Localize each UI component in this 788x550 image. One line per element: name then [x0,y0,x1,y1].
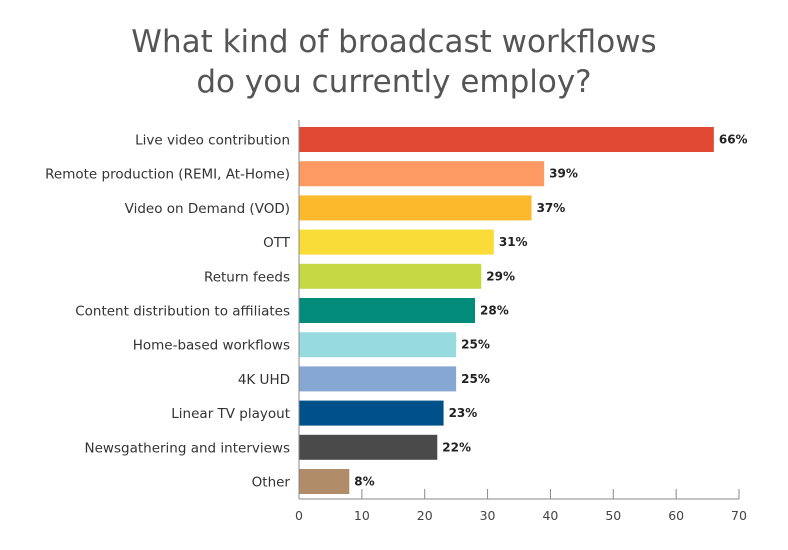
data-label: 28% [480,304,509,318]
data-label: 37% [537,201,566,215]
bar [299,161,545,187]
data-label: 23% [449,406,478,420]
x-tick-label: 60 [668,508,684,523]
data-label: 31% [499,235,528,249]
category-label: 4K UHD [238,372,290,388]
category-label: Other [252,475,291,491]
bar [299,229,494,255]
category-label: Content distribution to affiliates [75,304,290,320]
category-label: Return feeds [204,269,290,285]
x-tick-label: 50 [605,508,621,523]
category-label: Live video contribution [135,133,290,149]
data-label: 8% [354,475,374,489]
x-tick-label: 70 [731,508,747,523]
bar [299,469,350,494]
data-label: 25% [461,372,490,386]
title-line-2: do you currently employ? [196,64,592,100]
chart-title: What kind of broadcast workflows do you … [0,22,788,102]
category-label: Newsgathering and interviews [85,440,290,456]
bar [299,298,475,323]
bar [299,366,457,392]
category-label: Video on Demand (VOD) [125,201,290,217]
bar [299,263,482,289]
data-label: 29% [486,269,515,283]
bar [299,332,457,358]
category-label: Home-based workflows [133,338,290,354]
data-label: 66% [719,133,748,147]
x-tick-label: 20 [417,508,433,523]
data-label: 22% [442,440,471,454]
bar [299,400,444,426]
x-tick-label: 40 [542,508,558,523]
x-tick-label: 30 [480,508,496,523]
title-line-1: What kind of broadcast workflows [131,24,657,60]
bar [299,127,714,152]
category-label: OTT [263,235,291,251]
category-label: Remote production (REMI, At-Home) [45,167,290,183]
x-tick-label: 0 [295,508,303,523]
bar [299,195,532,221]
data-label: 25% [461,338,490,352]
x-tick-label: 10 [354,508,370,523]
bar [299,434,438,460]
category-label: Linear TV playout [171,406,290,422]
data-label: 39% [549,167,578,181]
